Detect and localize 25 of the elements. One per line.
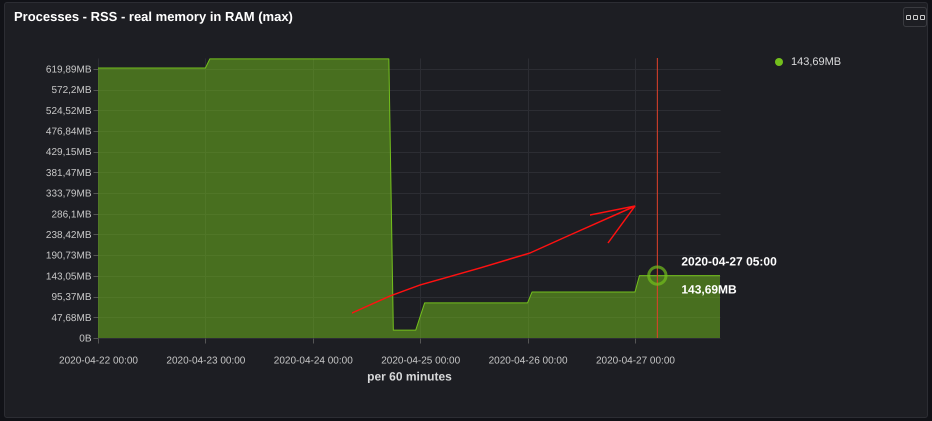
x-tick-label: 2020-04-25 00:00 [381,356,461,366]
annotation: 143,69MB [681,282,738,297]
y-tick-label: 476,84MB [46,126,92,138]
x-tick-label: 2020-04-24 00:00 [274,356,354,366]
x-tick-label: 2020-04-22 00:00 [59,356,138,366]
y-tick-label: 238,42MB [46,230,92,241]
x-tick-label: 2020-04-23 00:00 [166,356,246,366]
y-tick-label: 381,47MB [46,168,92,179]
y-tick-label: 47,68MB [51,312,92,324]
y-tick-label: 190,73MB [46,250,92,262]
y-tick-label: 0B [79,334,92,344]
chart-title: Processes - RSS - real memory in RAM (max) [14,9,293,24]
y-tick-label: 286,1MB [51,209,92,220]
x-axis-title: per 60 minutes [367,370,452,384]
annotation: 2020-04-27 05:00 [681,254,778,269]
y-tick-label: 429,15MB [46,147,92,158]
y-tick-label: 524,52MB [46,106,92,117]
y-tick-label: 619,89MB [46,64,92,76]
y-tick-label: 572,2MB [51,85,92,96]
x-tick-label: 2020-04-26 00:00 [488,356,568,366]
y-tick-label: 143,05MB [46,271,92,282]
y-tick-label: 95,37MB [51,292,92,304]
x-tick-label: 2020-04-27 00:00 [596,356,676,366]
y-tick-label: 333,79MB [46,188,92,200]
text: 143,69MB [791,56,842,68]
